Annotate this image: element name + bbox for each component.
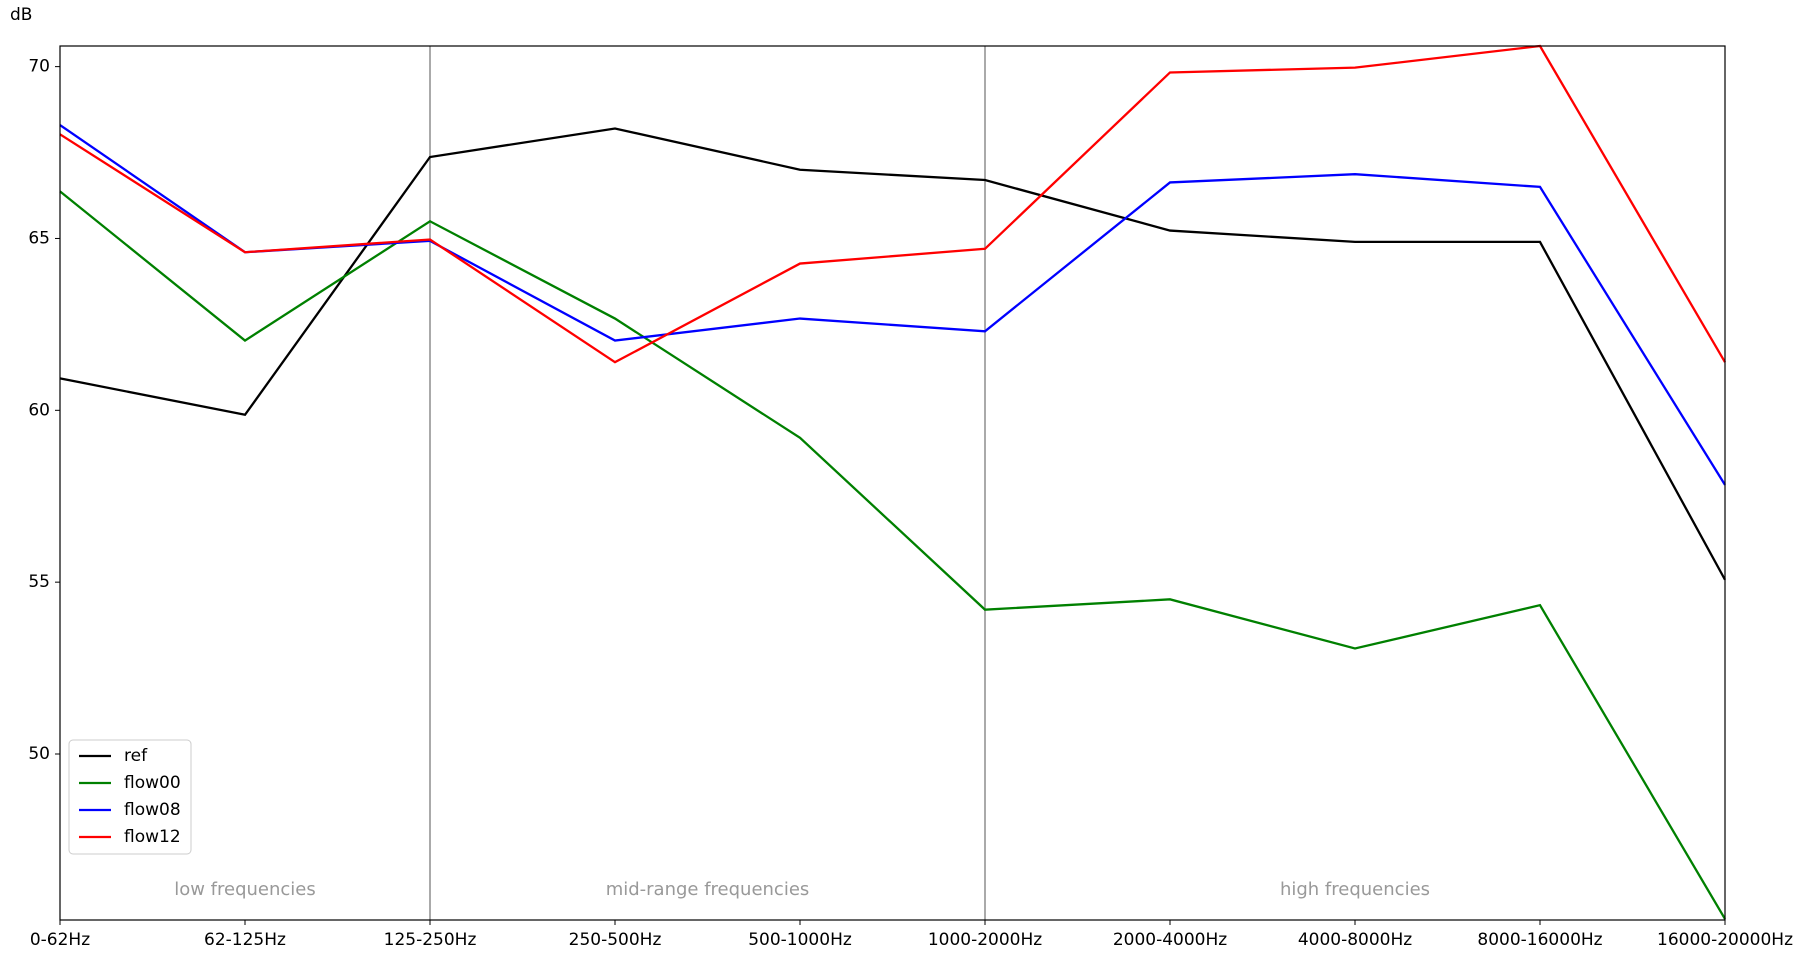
x-tick-label: 0-62Hz xyxy=(30,930,90,950)
series-line xyxy=(59,44,1726,364)
x-tick-label: 8000-16000Hz xyxy=(1477,930,1602,950)
x-tick-label: 500-1000Hz xyxy=(748,930,852,950)
legend-label: flow12 xyxy=(124,827,181,847)
region-label: high frequencies xyxy=(1280,879,1430,900)
region-label: low frequencies xyxy=(174,879,316,900)
legend-label: flow08 xyxy=(124,800,181,820)
region-label: mid-range frequencies xyxy=(606,879,810,900)
plot-frame xyxy=(59,45,1726,921)
y-tick-label: 50 xyxy=(28,744,50,764)
x-tick-label: 1000-2000Hz xyxy=(928,930,1042,950)
series-line xyxy=(59,124,1726,486)
x-tick-label: 4000-8000Hz xyxy=(1298,930,1412,950)
y-tick-label: 70 xyxy=(28,57,50,77)
legend-label: flow00 xyxy=(124,773,181,793)
x-tick-label: 62-125Hz xyxy=(204,930,286,950)
x-tick-label: 16000-20000Hz xyxy=(1657,930,1793,950)
x-tick-label: 250-500Hz xyxy=(569,930,662,950)
x-tick-label: 125-250Hz xyxy=(384,930,477,950)
y-tick-label: 65 xyxy=(28,228,50,248)
y-tick-label: 60 xyxy=(28,400,50,420)
series-line xyxy=(59,190,1726,920)
y-tick-label: 55 xyxy=(28,572,50,592)
series-line xyxy=(59,127,1727,581)
x-tick-label: 2000-4000Hz xyxy=(1113,930,1227,950)
legend-box xyxy=(68,739,192,855)
legend-label: ref xyxy=(124,746,148,766)
y-axis-label: dB xyxy=(10,5,32,25)
